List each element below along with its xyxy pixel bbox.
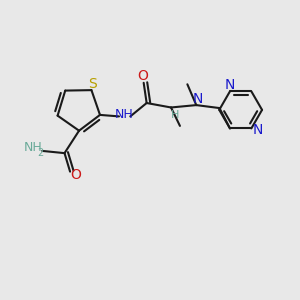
- Text: NH: NH: [115, 107, 134, 121]
- Text: N: N: [193, 92, 203, 106]
- Text: H: H: [171, 110, 179, 120]
- Text: 2: 2: [38, 148, 44, 158]
- Text: N: N: [224, 78, 235, 92]
- Text: S: S: [88, 76, 97, 91]
- Text: O: O: [70, 168, 81, 182]
- Text: O: O: [138, 69, 148, 83]
- Text: N: N: [253, 123, 263, 137]
- Text: NH: NH: [24, 141, 43, 154]
